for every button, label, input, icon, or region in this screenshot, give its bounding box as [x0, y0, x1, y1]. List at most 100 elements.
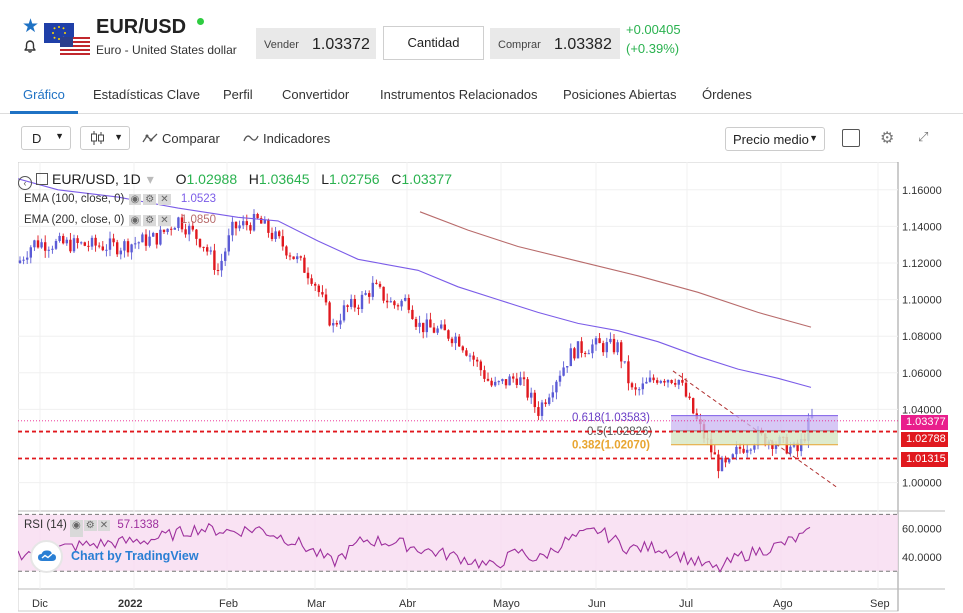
favorite-star-icon[interactable]: ★: [22, 16, 40, 37]
ema100-legend[interactable]: EMA (100, close, 0) ◉ ⚙ ✕ 1.0523: [24, 193, 217, 205]
candle-up: [731, 454, 734, 459]
candle-up: [594, 338, 598, 345]
open-value: 1.02988: [186, 171, 238, 187]
tab-ordenes[interactable]: Órdenes: [702, 87, 752, 102]
candle-down: [44, 242, 47, 251]
candle-down: [422, 322, 425, 333]
candle-up: [54, 240, 58, 249]
tab-perfil[interactable]: Perfil: [223, 87, 253, 102]
candle-down: [602, 343, 605, 353]
candle-down: [328, 302, 331, 326]
gear-icon[interactable]: ⚙: [143, 215, 157, 226]
chevron-down-icon: ▼: [809, 133, 818, 143]
interval-select[interactable]: D ▼: [21, 126, 71, 150]
candle-down: [112, 238, 115, 243]
candle-up: [364, 293, 367, 295]
lower-level-tag: 1.01315: [901, 452, 948, 467]
price-tick-label: 1.04000: [902, 404, 942, 416]
active-tab-indicator: [10, 111, 78, 114]
quantity-input[interactable]: Cantidad: [383, 26, 484, 60]
candle-down: [260, 218, 263, 224]
chart-type-select[interactable]: ▼: [80, 126, 130, 150]
candle-down: [461, 346, 464, 351]
sell-label: Vender: [264, 39, 299, 51]
tab-estadisticas-clave[interactable]: Estadísticas Clave: [93, 87, 200, 102]
candle-down: [382, 286, 385, 301]
price-type-select[interactable]: Precio medio ▼: [725, 127, 825, 151]
candle-down: [598, 338, 601, 344]
legend-settings-icon[interactable]: [36, 173, 48, 185]
gear-icon[interactable]: ⚙: [880, 130, 895, 147]
chart-canvas[interactable]: 1.16000 1.14000 1.12000 1.10000 1.08000 1.060…: [17, 161, 945, 613]
eye-icon[interactable]: ◉: [128, 215, 142, 226]
candle-up: [339, 320, 342, 325]
candle-down: [681, 379, 684, 383]
ema100-line: [17, 178, 812, 388]
candle-up: [231, 221, 234, 236]
candle-up: [152, 233, 155, 237]
compare-button[interactable]: Comparar: [142, 131, 220, 146]
candle-down: [288, 255, 292, 257]
candle-up: [108, 238, 112, 250]
gear-icon[interactable]: ⚙: [143, 194, 157, 205]
candle-down: [69, 239, 72, 252]
candle-up: [548, 397, 551, 405]
chevron-down-icon: ▼: [55, 131, 64, 141]
candle-down: [414, 319, 418, 327]
tab-posiciones-abiertas[interactable]: Posiciones Abiertas: [563, 87, 677, 102]
candle-up: [562, 367, 565, 376]
candle-down: [162, 229, 166, 232]
candle-up: [746, 449, 749, 453]
candle-down: [346, 305, 349, 307]
low-value: 1.02756: [328, 171, 380, 187]
candle-down: [634, 387, 637, 390]
candle-up: [666, 380, 670, 383]
close-icon[interactable]: ✕: [97, 520, 111, 531]
candle-up: [497, 381, 500, 383]
candle-down: [684, 382, 688, 397]
candle-down: [202, 246, 205, 248]
candle-up: [540, 402, 544, 416]
market-open-indicator: [197, 18, 204, 25]
price-change-absolute: +0.00405: [626, 22, 681, 37]
chevron-down-icon[interactable]: ▾: [146, 171, 154, 187]
fib-0382-label: 0.382(1.02070): [572, 440, 650, 452]
candle-down: [479, 361, 482, 371]
sell-button[interactable]: Vender 1.03372: [256, 28, 376, 59]
rsi-legend[interactable]: RSI (14) ◉ ⚙ ✕ 57.1338: [24, 519, 159, 537]
ema200-legend[interactable]: EMA (200, close, 0) ◉ ⚙ ✕ 1.0850: [24, 214, 217, 226]
candle-down: [213, 250, 216, 270]
candle-up: [224, 251, 227, 261]
price-chart[interactable]: 1.16000 1.14000 1.12000 1.10000 1.08000 1.060…: [17, 161, 948, 613]
alert-bell-icon[interactable]: [22, 38, 38, 54]
candle-up: [238, 225, 241, 229]
tab-convertidor[interactable]: Convertidor: [282, 87, 350, 102]
price-tick-label: 1.06000: [902, 368, 942, 380]
collapse-legend-icon[interactable]: ‹: [18, 176, 32, 190]
indicators-button[interactable]: Indicadores: [243, 131, 330, 146]
candle-up: [360, 294, 364, 310]
gear-icon[interactable]: ⚙: [83, 520, 97, 531]
candle-down: [368, 293, 371, 297]
eye-icon[interactable]: ◉: [70, 520, 83, 537]
candle-up: [389, 301, 392, 303]
chart-toolbar: D ▼ ▼ Comparar Indicadores Precio medio …: [0, 120, 963, 158]
candle-down: [321, 292, 324, 295]
candle-down: [429, 319, 432, 328]
candle-up: [209, 250, 212, 252]
candle-up: [735, 446, 738, 455]
tradingview-badge[interactable]: Chart by TradingView: [30, 539, 207, 573]
close-icon[interactable]: ✕: [158, 194, 171, 205]
candle-up: [623, 361, 626, 363]
fullscreen-icon[interactable]: ⤢: [918, 129, 929, 144]
candle-down: [674, 383, 677, 385]
buy-button[interactable]: Comprar 1.03382: [490, 28, 620, 59]
candle-down: [94, 237, 97, 246]
drawing-tools-toggle[interactable]: [842, 129, 860, 147]
close-icon[interactable]: ✕: [158, 215, 171, 226]
tab-instrumentos-relacionados[interactable]: Instrumentos Relacionados: [380, 87, 538, 102]
tradingview-watermark: Chart by TradingView: [71, 549, 199, 563]
tab-grafico[interactable]: Gráfico: [23, 87, 65, 102]
candle-up: [51, 248, 54, 250]
eye-icon[interactable]: ◉: [128, 194, 142, 205]
